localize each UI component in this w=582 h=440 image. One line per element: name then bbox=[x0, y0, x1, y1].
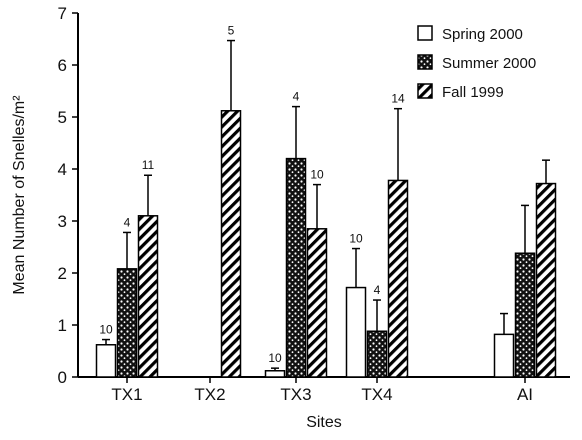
bar bbox=[220, 110, 242, 378]
y-tick-label: 0 bbox=[58, 368, 67, 387]
legend-label: Spring 2000 bbox=[442, 26, 523, 43]
bar-n-label: 10 bbox=[99, 323, 113, 337]
bar-n-label: 4 bbox=[374, 283, 381, 297]
bar bbox=[285, 157, 307, 378]
bar bbox=[306, 228, 328, 378]
x-tick-label: TX2 bbox=[194, 385, 225, 404]
legend-label: Summer 2000 bbox=[442, 55, 536, 72]
bar bbox=[116, 268, 138, 378]
y-tick-label: 1 bbox=[58, 316, 67, 335]
bar bbox=[95, 344, 117, 378]
error-bars-group bbox=[102, 39, 550, 371]
bar-n-label: 11 bbox=[142, 158, 155, 172]
x-tick-label: AI bbox=[517, 385, 533, 404]
bar bbox=[345, 286, 367, 378]
bar bbox=[264, 370, 286, 378]
y-tick-label: 7 bbox=[58, 4, 67, 23]
bar-n-label: 10 bbox=[268, 351, 282, 365]
y-axis-ticks: 0 1 2 3 4 5 6 7 bbox=[58, 4, 78, 387]
bar bbox=[387, 179, 409, 378]
bar-n-label: 10 bbox=[349, 232, 363, 246]
bar-n-label: 4 bbox=[124, 215, 131, 229]
legend-label: Fall 1999 bbox=[442, 84, 504, 101]
bars-group bbox=[95, 110, 557, 378]
x-tick-label: TX3 bbox=[280, 385, 311, 404]
bar bbox=[493, 333, 515, 378]
bar-n-label: 14 bbox=[391, 92, 405, 106]
legend: Spring 2000 Summer 2000 Fall 1999 bbox=[417, 25, 536, 101]
x-axis-ticks: TX1 TX2 TX3 TX4 AI bbox=[111, 377, 533, 404]
bar bbox=[514, 252, 536, 378]
legend-swatch bbox=[417, 54, 433, 70]
y-tick-label: 2 bbox=[58, 264, 67, 283]
bar-n-label: 5 bbox=[228, 24, 235, 38]
legend-swatch bbox=[417, 25, 433, 41]
bar-n-label: 4 bbox=[293, 90, 300, 104]
sample-size-labels: 10 10 10 4 4 4 11 5 10 14 bbox=[99, 24, 405, 366]
legend-swatch bbox=[417, 83, 433, 99]
y-tick-label: 5 bbox=[58, 108, 67, 127]
x-axis-label: Sites bbox=[306, 414, 342, 431]
bar bbox=[137, 215, 159, 378]
x-tick-label: TX1 bbox=[111, 385, 142, 404]
y-tick-label: 3 bbox=[58, 212, 67, 231]
x-tick-label: TX4 bbox=[361, 385, 392, 404]
y-tick-label: 6 bbox=[58, 56, 67, 75]
bar bbox=[535, 182, 557, 378]
bar-n-label: 10 bbox=[310, 168, 324, 182]
y-axis-label: Mean Number of Snelles/m² bbox=[11, 95, 28, 295]
bar bbox=[366, 330, 388, 378]
y-tick-label: 4 bbox=[58, 160, 67, 179]
